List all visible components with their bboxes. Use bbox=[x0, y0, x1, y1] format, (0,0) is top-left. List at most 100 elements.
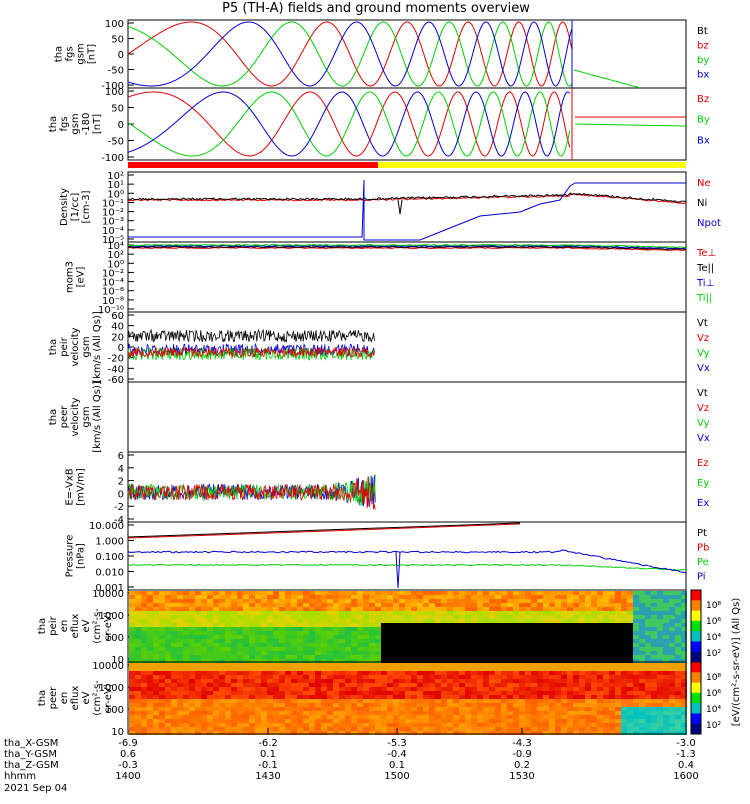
spec-cell bbox=[171, 699, 177, 703]
spec-cell bbox=[453, 591, 459, 595]
spec-cell bbox=[429, 663, 435, 667]
spec-cell bbox=[417, 675, 423, 679]
spec-cell bbox=[453, 651, 459, 655]
spec-cell bbox=[291, 611, 297, 615]
spec-cell bbox=[669, 679, 675, 683]
spec-cell bbox=[675, 723, 681, 727]
spec-cell bbox=[603, 651, 609, 655]
spec-cell bbox=[147, 731, 153, 735]
spec-cell bbox=[213, 679, 219, 683]
pressure-pt bbox=[127, 522, 521, 538]
spec-cell bbox=[285, 703, 291, 707]
spec-cell bbox=[603, 675, 609, 679]
spec-cell bbox=[339, 611, 345, 615]
spec-cell bbox=[615, 691, 621, 695]
spec-cell bbox=[681, 591, 687, 595]
spec-cell bbox=[657, 611, 663, 615]
spec-cell bbox=[177, 723, 183, 727]
spec-cell bbox=[477, 615, 483, 619]
spec-cell bbox=[537, 715, 543, 719]
spec-cell bbox=[357, 683, 363, 687]
spec-cell bbox=[249, 707, 255, 711]
spec-cell bbox=[297, 711, 303, 715]
spec-cell bbox=[639, 711, 645, 715]
spec-cell bbox=[423, 703, 429, 707]
spec-cell bbox=[549, 635, 555, 639]
spec-cell bbox=[681, 619, 687, 623]
spec-cell bbox=[141, 699, 147, 703]
spec-cell bbox=[225, 595, 231, 599]
spec-cell bbox=[321, 635, 327, 639]
colorbar-cell bbox=[691, 662, 701, 673]
spec-cell bbox=[219, 683, 225, 687]
colorbar-cell bbox=[691, 682, 701, 694]
spec-cell bbox=[639, 731, 645, 735]
spec-cell bbox=[453, 615, 459, 619]
spec-cell bbox=[423, 719, 429, 723]
spec-cell bbox=[327, 711, 333, 715]
spec-cell bbox=[519, 615, 525, 619]
spec-cell bbox=[135, 643, 141, 647]
spec-cell bbox=[129, 691, 135, 695]
spec-cell bbox=[621, 703, 627, 707]
spec-cell bbox=[573, 607, 579, 611]
spec-cell bbox=[675, 635, 681, 639]
ylabel-peir_spec: peir bbox=[48, 615, 59, 635]
spec-cell bbox=[651, 727, 657, 731]
spec-cell bbox=[321, 623, 327, 627]
spec-cell bbox=[309, 607, 315, 611]
spec-cell bbox=[267, 703, 273, 707]
spec-cell bbox=[261, 623, 267, 627]
spec-cell bbox=[573, 623, 579, 627]
spec-cell bbox=[243, 711, 249, 715]
spec-cell bbox=[255, 615, 261, 619]
spec-cell bbox=[225, 647, 231, 651]
spec-cell bbox=[471, 611, 477, 615]
spec-cell bbox=[147, 687, 153, 691]
spec-cell bbox=[573, 719, 579, 723]
spec-cell bbox=[555, 687, 561, 691]
spec-cell bbox=[165, 591, 171, 595]
spec-cell bbox=[465, 663, 471, 667]
spec-cell bbox=[441, 655, 447, 659]
spec-cell bbox=[231, 675, 237, 679]
spec-cell bbox=[381, 675, 387, 679]
spec-cell bbox=[549, 715, 555, 719]
spec-cell bbox=[207, 643, 213, 647]
spec-cell bbox=[243, 667, 249, 671]
spec-cell bbox=[219, 619, 225, 623]
spec-cell bbox=[225, 723, 231, 727]
spec-cell bbox=[651, 639, 657, 643]
spec-cell bbox=[285, 595, 291, 599]
spec-cell bbox=[309, 647, 315, 651]
spec-cell bbox=[453, 723, 459, 727]
spec-cell bbox=[267, 655, 273, 659]
spec-cell bbox=[195, 611, 201, 615]
spec-cell bbox=[387, 675, 393, 679]
spec-cell bbox=[309, 699, 315, 703]
spec-cell bbox=[633, 679, 639, 683]
spec-cell bbox=[207, 603, 213, 607]
spec-cell bbox=[477, 675, 483, 679]
spec-cell bbox=[321, 711, 327, 715]
spec-cell bbox=[213, 627, 219, 631]
colorbar-tick: 10² bbox=[706, 721, 721, 731]
spec-cell bbox=[501, 607, 507, 611]
spec-cell bbox=[315, 671, 321, 675]
spec-cell bbox=[633, 611, 639, 615]
spec-cell bbox=[609, 699, 615, 703]
spec-cell bbox=[243, 639, 249, 643]
spec-cell bbox=[459, 643, 465, 647]
legend-density-Npot: Npot bbox=[697, 218, 721, 229]
spec-cell bbox=[129, 723, 135, 727]
spec-cell bbox=[591, 635, 597, 639]
spec-cell bbox=[681, 675, 687, 679]
spec-cell bbox=[645, 603, 651, 607]
spec-cell bbox=[231, 663, 237, 667]
spec-cell bbox=[159, 611, 165, 615]
spec-cell bbox=[471, 591, 477, 595]
spec-cell bbox=[327, 699, 333, 703]
spec-cell bbox=[393, 631, 399, 635]
spec-cell bbox=[453, 703, 459, 707]
spec-cell bbox=[645, 715, 651, 719]
